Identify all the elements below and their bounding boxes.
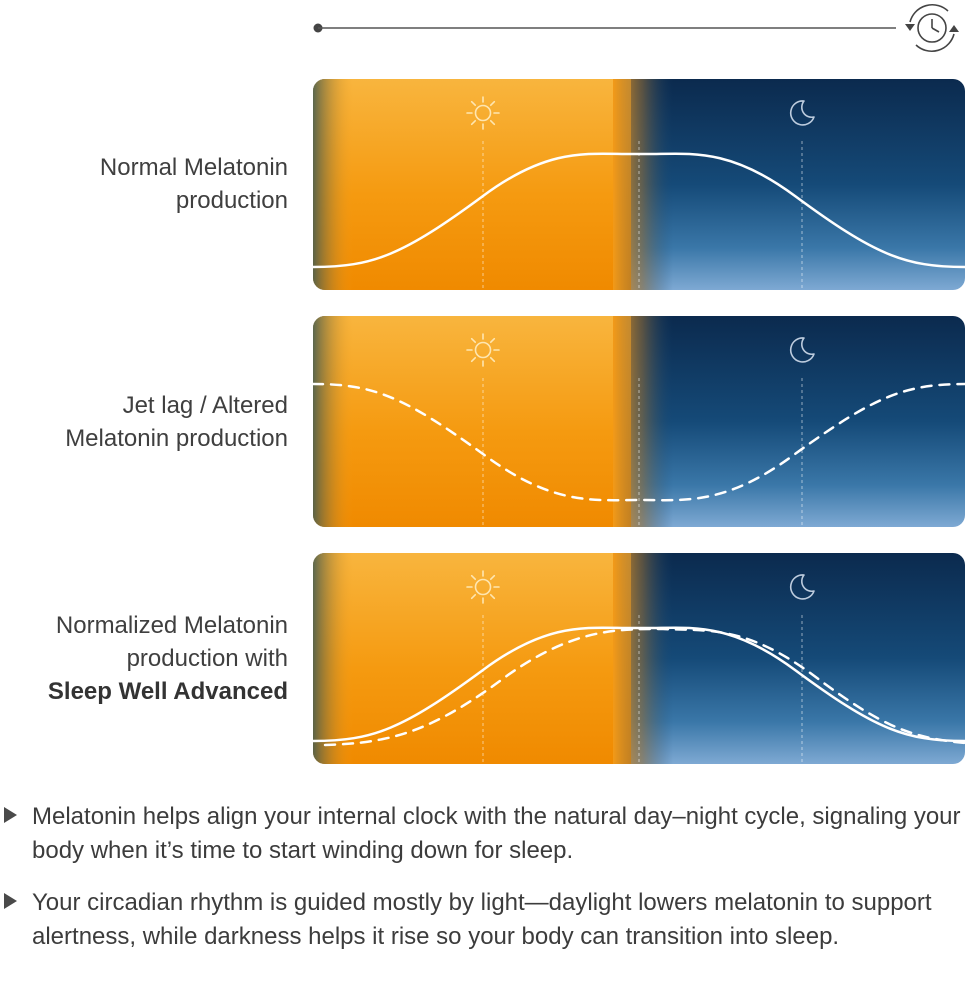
timeline-graphic (313, 4, 959, 52)
moon-icon (789, 337, 815, 363)
day-night-background (313, 553, 965, 764)
day-night-chart (313, 79, 965, 290)
bullet-list: Melatonin helps align your internal cloc… (0, 800, 969, 972)
timeline (312, 0, 969, 60)
day-night-background (313, 79, 965, 290)
melatonin-curve-dashed (323, 627, 965, 747)
row-label-normalized: Normalized Melatonin production with Sle… (0, 609, 288, 708)
day-night-chart (313, 553, 965, 764)
row-label-line: Normal Melatonin (99, 154, 288, 181)
bullet-text: Melatonin helps align your internal cloc… (32, 803, 961, 864)
moon-icon (789, 100, 815, 126)
melatonin-panel-jet-lag (313, 316, 965, 527)
bullet-item: Your circadian rhythm is guided mostly b… (0, 886, 969, 954)
melatonin-curve-solid (313, 152, 965, 269)
row-label-normal: Normal Melatonin production (0, 151, 288, 217)
bullet-item: Melatonin helps align your internal cloc… (0, 800, 969, 868)
triangle-bullet-icon (4, 893, 17, 909)
row-label-line: production with (126, 645, 288, 672)
row-label-jet-lag: Jet lag / Altered Melatonin production (0, 389, 288, 455)
product-name: Sleep Well Advanced (47, 678, 288, 705)
melatonin-curve-solid (313, 626, 965, 743)
row-label-line: Jet lag / Altered (122, 392, 288, 419)
sun-icon (466, 333, 500, 367)
sun-icon (466, 570, 500, 604)
row-label-line: Melatonin production (65, 425, 288, 452)
triangle-bullet-icon (4, 807, 17, 823)
clock-cycle-icon (905, 4, 959, 52)
moon-icon (789, 574, 815, 600)
sun-icon (466, 96, 500, 130)
melatonin-panel-normalized (313, 553, 965, 764)
day-night-background (313, 316, 965, 527)
melatonin-panel-normal (313, 79, 965, 290)
melatonin-curve-dashed (313, 382, 965, 502)
row-label-line: Normalized Melatonin (55, 612, 288, 639)
row-label-line: production (175, 187, 288, 214)
bullet-text: Your circadian rhythm is guided mostly b… (32, 889, 932, 950)
day-night-chart (313, 316, 965, 527)
